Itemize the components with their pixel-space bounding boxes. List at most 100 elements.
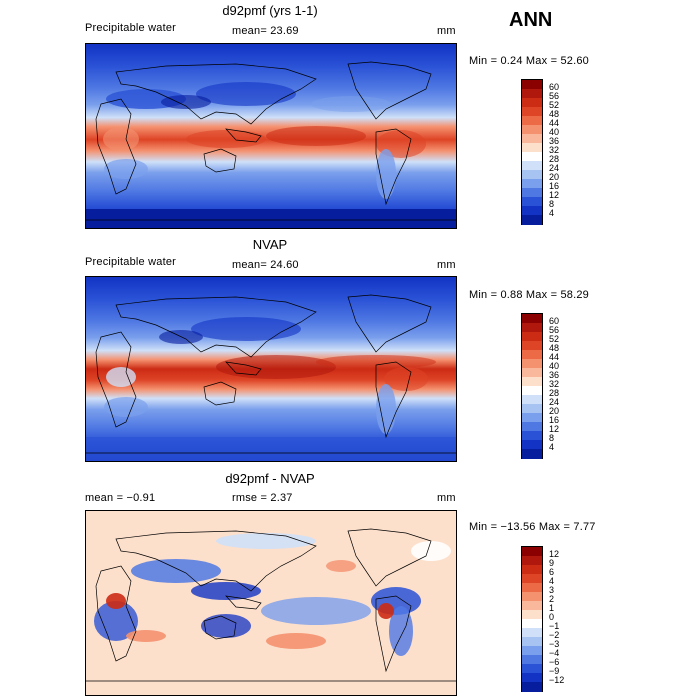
colorbar-swatch (522, 610, 542, 620)
colorbar (521, 546, 543, 692)
colorbar-tick-label: 32 (549, 145, 560, 155)
colorbar-swatch (522, 332, 542, 342)
colorbar-swatch (522, 619, 542, 629)
colorbar-tick-label: 56 (549, 91, 560, 101)
colorbar-swatch (522, 601, 542, 611)
colorbar-tick-label: 28 (549, 154, 560, 164)
colorbar-tick-label: −12 (549, 675, 565, 685)
colorbar-swatch (522, 80, 542, 90)
colorbar-swatch (522, 188, 542, 198)
colorbar-swatch (522, 161, 542, 171)
colorbar-tick-label: 12 (549, 190, 560, 200)
colorbar-swatch (522, 682, 542, 692)
colorbar-tick-label: 52 (549, 100, 560, 110)
colorbar-tick-label: 32 (549, 379, 560, 389)
colorbar-swatch (522, 628, 542, 638)
colorbar-swatch (522, 556, 542, 566)
colorbar-tick-label: 12 (549, 424, 560, 434)
colorbar-tick-label: 40 (549, 361, 560, 371)
colorbar-tick-label: 4 (549, 576, 555, 586)
colorbar (521, 313, 543, 459)
colorbar-swatch (522, 386, 542, 396)
colorbar (521, 79, 543, 225)
field-label: Precipitable water (85, 22, 177, 34)
colorbar-swatch (522, 98, 542, 108)
map-graphic (86, 44, 456, 228)
colorbar-tick-label: 36 (549, 136, 560, 146)
colorbar-tick-label: 28 (549, 388, 560, 398)
colorbar-swatch (522, 422, 542, 432)
colorbar-tick-label: 16 (549, 181, 560, 191)
colorbar-tick-label: 20 (549, 172, 560, 182)
colorbar-tick-label: 20 (549, 406, 560, 416)
colorbar-tick-label: 9 (549, 558, 555, 568)
precipitable-water-map (85, 276, 457, 462)
units-label: mm (437, 25, 456, 37)
colorbar-tick-label: 40 (549, 127, 560, 137)
colorbar-tick-label: 44 (549, 118, 560, 128)
colorbar-tick-label: 44 (549, 352, 560, 362)
colorbar-swatch (522, 664, 542, 674)
colorbar-tick-label: −3 (549, 639, 560, 649)
colorbar-swatch (522, 377, 542, 387)
map-graphic (86, 511, 456, 695)
colorbar-tick-label: 24 (549, 163, 560, 173)
colorbar-swatch (522, 431, 542, 441)
colorbar-tick-label: 8 (549, 199, 555, 209)
colorbar-tick-label: −6 (549, 657, 560, 667)
colorbar-swatch (522, 134, 542, 144)
colorbar-swatch (522, 206, 542, 216)
units-label: mm (437, 259, 456, 271)
colorbar-swatch (522, 655, 542, 665)
colorbar-tick-label: 2 (549, 594, 555, 604)
colorbar-tick-label: 12 (549, 549, 560, 559)
colorbar-swatch (522, 592, 542, 602)
colorbar-tick-label: 1 (549, 603, 555, 613)
colorbar-swatch (522, 197, 542, 207)
colorbar-tick-label: 36 (549, 370, 560, 380)
colorbar-swatch (522, 179, 542, 189)
colorbar-tick-label: 16 (549, 415, 560, 425)
colorbar-swatch (522, 404, 542, 414)
colorbar-swatch (522, 143, 542, 153)
colorbar-swatch (522, 565, 542, 575)
colorbar-tick-label: 3 (549, 585, 555, 595)
colorbar-swatch (522, 395, 542, 405)
mean-label: mean = −0.91 (85, 492, 156, 504)
colorbar-swatch (522, 368, 542, 378)
colorbar-tick-label: 6 (549, 567, 555, 577)
difference-map (85, 510, 457, 696)
colorbar-swatch (522, 125, 542, 135)
colorbar-tick-label: −4 (549, 648, 560, 658)
colorbar-tick-label: −9 (549, 666, 560, 676)
colorbar-swatch (522, 215, 542, 225)
colorbar-swatch (522, 637, 542, 647)
colorbar-tick-label: 8 (549, 433, 555, 443)
colorbar-swatch (522, 359, 542, 369)
colorbar-swatch (522, 170, 542, 180)
colorbar-swatch (522, 350, 542, 360)
precipitable-water-map (85, 43, 457, 229)
colorbar-swatch (522, 646, 542, 656)
colorbar-tick-label: −2 (549, 630, 560, 640)
colorbar-tick-label: 48 (549, 343, 560, 353)
colorbar-tick-label: 24 (549, 397, 560, 407)
field-label: Precipitable water (85, 256, 177, 268)
colorbar-tick-label: 56 (549, 325, 560, 335)
panel-title: d92pmf - NVAP (225, 471, 315, 486)
colorbar-swatch (522, 440, 542, 450)
map-graphic (86, 277, 456, 461)
colorbar-swatch (522, 449, 542, 459)
colorbar-swatch (522, 152, 542, 162)
colorbar-tick-label: 4 (549, 208, 555, 218)
panel-title: d92pmf (yrs 1-1) (222, 3, 318, 18)
colorbar-swatch (522, 323, 542, 333)
minmax-label: Min = −13.56 Max = 7.77 (469, 521, 596, 533)
colorbar-swatch (522, 413, 542, 423)
colorbar-swatch (522, 547, 542, 557)
colorbar-swatch (522, 574, 542, 584)
colorbar-swatch (522, 107, 542, 117)
colorbar-tick-label: 0 (549, 612, 555, 622)
colorbar-tick-label: 4 (549, 442, 555, 452)
units-label: mm (437, 492, 456, 504)
